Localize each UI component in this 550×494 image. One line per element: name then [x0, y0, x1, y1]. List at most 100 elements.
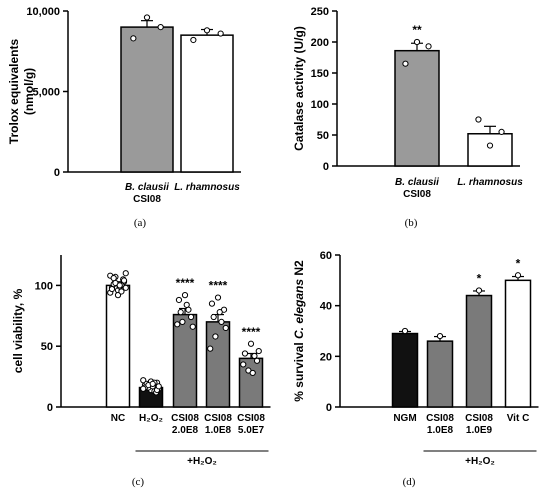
data-point: [140, 377, 147, 384]
treatment-label: +H₂O₂: [465, 456, 495, 467]
data-point: [157, 24, 164, 31]
chart-panel-1: 0 5,000 10,000 Trolox equivalents (nmol/g) B.…: [7, 6, 241, 229]
category-label: H₂O₂: [139, 413, 163, 424]
data-point: [179, 318, 186, 325]
panel-label: (d): [403, 476, 416, 488]
data-point: [174, 321, 181, 328]
category-label: Vit C: [507, 413, 530, 424]
y-tick-label: 60: [320, 250, 332, 262]
data-point: [241, 350, 249, 357]
y-axis-title: Catalase activity (U/g): [292, 26, 306, 151]
category-label: CSI08: [426, 413, 454, 424]
data-point: [203, 27, 211, 34]
data-point: [475, 116, 482, 123]
category-label: 5.0E7: [238, 425, 265, 436]
category-label: 2.0E8: [172, 425, 199, 436]
data-point: [486, 142, 494, 149]
data-point: [498, 128, 505, 135]
category-label: 1.0E8: [205, 425, 232, 436]
data-point: [108, 285, 116, 293]
data-point: [149, 380, 156, 387]
data-point: [190, 36, 197, 44]
data-point: [187, 313, 195, 321]
y-tick-label: 0: [47, 402, 53, 414]
bar: [391, 332, 419, 408]
significance-marker: ****: [209, 279, 228, 293]
y-tick-label: 200: [311, 37, 329, 49]
y-axis-title: cell viability, %: [11, 288, 25, 373]
bar: [180, 34, 234, 173]
category-label: B. clausii: [125, 182, 169, 193]
data-point: [401, 327, 409, 335]
data-point: [436, 332, 444, 340]
y-tick-label: 20: [320, 351, 332, 363]
data-point: [155, 383, 162, 390]
y-tick-label: 250: [311, 6, 329, 18]
y-tick-label: 0: [323, 161, 329, 173]
data-point: [413, 38, 421, 46]
panel-label: (b): [405, 217, 418, 229]
data-point: [222, 324, 229, 332]
y-tick-label: 0: [54, 167, 60, 179]
y-tick-label: 50: [41, 341, 53, 353]
y-tick-label: 40: [320, 301, 332, 313]
data-point: [130, 35, 137, 42]
data-point: [116, 282, 123, 289]
data-point: [208, 300, 216, 307]
y-axis-title: (nmol/g): [22, 68, 36, 115]
data-point: [118, 288, 125, 295]
significance-marker: *: [516, 256, 521, 270]
data-point: [475, 287, 483, 294]
data-point: [143, 14, 151, 21]
data-point: [402, 60, 409, 67]
category-label: CSI08: [465, 413, 493, 424]
data-point: [181, 292, 189, 299]
category-label: CSI08: [403, 189, 431, 200]
y-axis-title: Trolox equivalents: [7, 38, 21, 144]
bar: [465, 294, 493, 408]
bar: [394, 49, 440, 167]
y-tick-label: 150: [311, 68, 329, 80]
panel-label: (c): [132, 476, 145, 488]
data-point: [251, 352, 258, 360]
y-tick-label: 5,000: [32, 87, 60, 99]
y-tick-label: 50: [317, 130, 329, 142]
data-point: [189, 323, 196, 330]
y-tick-label: 0: [326, 402, 332, 414]
treatment-label: +H₂O₂: [187, 456, 217, 467]
data-point: [175, 296, 183, 304]
data-point: [114, 292, 122, 299]
data-point: [140, 385, 147, 392]
category-label: L. rhamnosus: [457, 177, 523, 188]
data-point: [247, 340, 255, 347]
data-point: [120, 277, 128, 284]
data-point: [207, 345, 214, 352]
data-point: [240, 361, 247, 368]
data-point: [217, 30, 224, 37]
category-label: CSI08: [133, 194, 161, 205]
category-label: L. rhamnosus: [174, 182, 240, 193]
bar: [426, 340, 454, 408]
data-point: [122, 270, 129, 277]
data-point: [210, 313, 217, 321]
category-label: NC: [111, 413, 125, 424]
data-point: [249, 369, 256, 377]
data-point: [183, 301, 190, 308]
y-tick-label: 100: [311, 99, 329, 111]
category-label: CSI08: [171, 413, 199, 424]
data-point: [216, 309, 223, 316]
data-point: [212, 333, 219, 340]
bar: [105, 284, 131, 408]
y-axis-title: % survival C. elegans N2: [292, 260, 306, 402]
category-label: B. clausii: [395, 177, 439, 188]
panel-label: (a): [134, 217, 147, 229]
data-point: [122, 284, 129, 291]
significance-marker: ****: [242, 325, 261, 339]
data-point: [425, 43, 432, 50]
data-point: [110, 275, 117, 282]
chart-panel-2: 0 50 100 150 200 250 Catalase activity (U/g) **…: [292, 6, 523, 229]
bar: [120, 26, 174, 173]
data-point: [177, 309, 184, 316]
